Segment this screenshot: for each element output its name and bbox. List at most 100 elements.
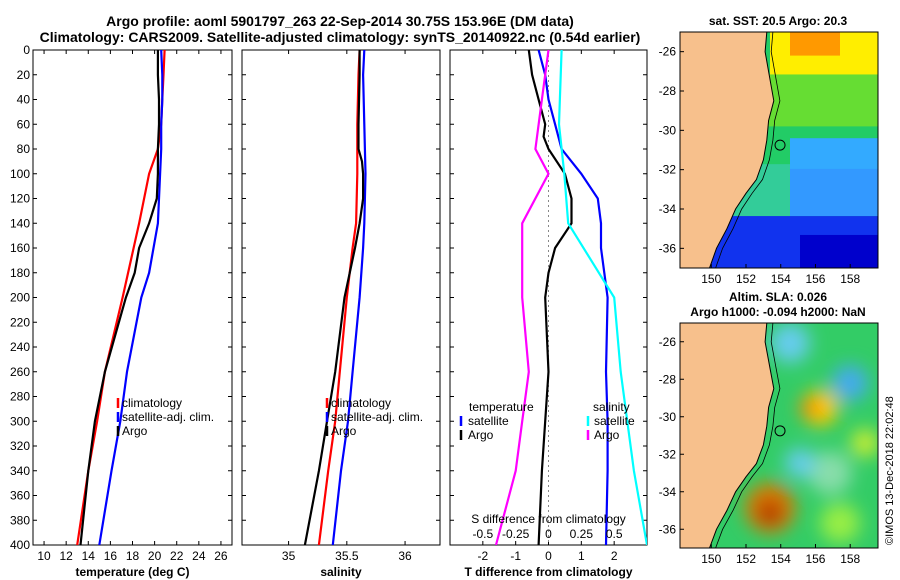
sla-anomaly-blob — [800, 398, 820, 418]
depth-tick-label: 80 — [17, 142, 31, 156]
depth-tick-label: 160 — [10, 241, 30, 255]
depth-tick-label: 120 — [10, 192, 30, 206]
temp-xtick-label: 16 — [104, 549, 118, 563]
sst-isobath — [715, 32, 781, 268]
temp-xtick-label: 10 — [37, 549, 51, 563]
depth-tick-label: 20 — [17, 68, 31, 82]
sla-lon-label: 156 — [805, 552, 825, 566]
sla-lat-label: -26 — [659, 335, 677, 349]
sal-line-climatology — [317, 50, 361, 545]
sla-argo-marker — [774, 425, 786, 437]
diff-legend-temperature-title: temperature — [469, 400, 534, 414]
diff-s-tick-label: -0.5 — [472, 527, 493, 541]
depth-tick-label: 200 — [10, 291, 30, 305]
diff-legend-sal-label: satellite — [594, 414, 635, 428]
sst-lon-label: 150 — [701, 272, 721, 286]
sal-xtick-label: 35.5 — [335, 549, 359, 563]
sla-anomaly-blob — [851, 429, 878, 457]
sal-xtick-label: 36 — [398, 549, 412, 563]
depth-tick-label: 240 — [10, 340, 30, 354]
depth-tick-label: 60 — [17, 117, 31, 131]
depth-tick-label: 320 — [10, 439, 30, 453]
sst-lat-label: -30 — [659, 123, 677, 137]
diff-xtick-label: 0 — [545, 549, 552, 563]
diff-legend-temp-label: Argo — [468, 428, 494, 442]
sla-isobath — [715, 323, 781, 548]
diff-line-s-satellite — [557, 50, 647, 545]
sst-map-title: sat. SST: 20.5 Argo: 20.3 — [708, 14, 848, 28]
diff-legend-temp-label: satellite — [468, 414, 509, 428]
sla-anomaly-blob — [770, 323, 810, 363]
sst-lat-label: -32 — [659, 163, 677, 177]
diff-legend-salinity-title: salinity — [593, 400, 630, 414]
sal-xtick-label: 35 — [282, 549, 296, 563]
diff-line-t-satellite — [537, 50, 609, 545]
sla-map-title-2: Argo h1000: -0.094 h2000: NaN — [690, 305, 866, 319]
diff-s-tick-label: 0.5 — [606, 527, 623, 541]
sla-lat-label: -34 — [659, 485, 677, 499]
sla-blobs — [745, 323, 878, 543]
sla-anomaly-blob — [832, 365, 868, 401]
sla-lon-label: 154 — [771, 552, 791, 566]
sal-legend-label: Argo — [331, 424, 357, 438]
sla-land — [680, 323, 775, 548]
sla-anomaly-blob — [820, 503, 860, 543]
sal-legend-label: climatology — [331, 396, 391, 410]
temp-line-argo — [79, 50, 161, 545]
temp-plot-frame — [32, 49, 233, 546]
diff-s-tick-label: 0 — [545, 527, 552, 541]
sst-lon-label: 154 — [771, 272, 791, 286]
diff-xtick-label: -2 — [477, 549, 488, 563]
sst-lat-label: -34 — [659, 202, 677, 216]
depth-tick-label: 300 — [10, 414, 30, 428]
depth-tick-label: 180 — [10, 266, 30, 280]
title-line-2: Climatology: CARS2009. Satellite-adjuste… — [39, 29, 641, 45]
temp-legend-label: satellite-adj. clim. — [122, 410, 214, 424]
depth-tick-label: 100 — [10, 167, 30, 181]
temp-legend-label: climatology — [122, 396, 182, 410]
diff-line-s-argo — [494, 50, 550, 545]
sal-legend-label: satellite-adj. clim. — [331, 410, 423, 424]
diff-xlabel: T difference from climatology — [464, 565, 632, 579]
title-line-1: Argo profile: aoml 5901797_263 22-Sep-20… — [106, 13, 574, 29]
sla-anomaly-blob — [758, 501, 782, 525]
sst-map-group — [680, 32, 878, 268]
temp-xtick-label: 12 — [59, 549, 73, 563]
temp-xlabel: temperature (deg C) — [75, 565, 189, 579]
sla-lon-label: 150 — [701, 552, 721, 566]
temp-xtick-label: 24 — [192, 549, 206, 563]
sst-lat-label: -28 — [659, 84, 677, 98]
temp-legend-label: Argo — [122, 424, 148, 438]
sla-lon-label: 158 — [840, 552, 860, 566]
temp-xtick-label: 14 — [82, 549, 96, 563]
temp-xtick-label: 26 — [214, 549, 228, 563]
depth-tick-label: 400 — [10, 538, 30, 552]
temp-xtick-label: 18 — [126, 549, 140, 563]
diff-xtick-label: -1 — [510, 549, 521, 563]
depth-tick-label: 380 — [10, 513, 30, 527]
sst-argo-marker — [774, 139, 786, 151]
sst-lon-label: 152 — [736, 272, 756, 286]
depth-tick-label: 0 — [23, 43, 30, 57]
diff-s-tick-label: 0.25 — [570, 527, 594, 541]
sla-lat-label: -30 — [659, 410, 677, 424]
depth-tick-label: 260 — [10, 365, 30, 379]
depth-tick-label: 40 — [17, 93, 31, 107]
sla-lon-label: 152 — [736, 552, 756, 566]
diff-xtick-label: 2 — [611, 549, 618, 563]
sla-map-title-1: Altim. SLA: 0.026 — [728, 290, 828, 304]
diff-s-axis-label: S difference from climatology — [471, 512, 626, 526]
sla-lat-label: -36 — [659, 522, 677, 536]
sst-lon-label: 158 — [840, 272, 860, 286]
depth-tick-label: 280 — [10, 390, 30, 404]
depth-tick-label: 360 — [10, 489, 30, 503]
temp-xtick-label: 22 — [170, 549, 184, 563]
sal-line-satellite-adj-clim- — [331, 50, 367, 545]
sst-lat-label: -26 — [659, 45, 677, 59]
sst-hot-patch — [790, 32, 840, 56]
sst-land — [680, 32, 775, 268]
depth-tick-label: 340 — [10, 464, 30, 478]
temp-xtick-label: 20 — [148, 549, 162, 563]
diff-xtick-label: 1 — [578, 549, 585, 563]
